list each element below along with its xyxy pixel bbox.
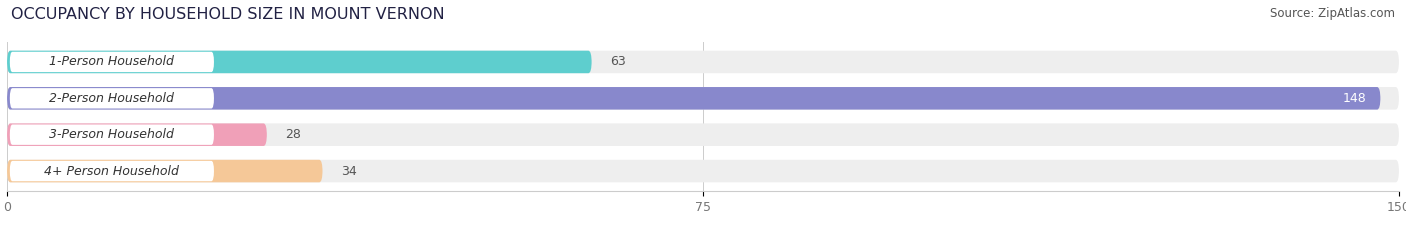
Text: Source: ZipAtlas.com: Source: ZipAtlas.com xyxy=(1270,7,1395,20)
FancyBboxPatch shape xyxy=(7,51,592,73)
Text: 3-Person Household: 3-Person Household xyxy=(49,128,174,141)
FancyBboxPatch shape xyxy=(7,87,1399,110)
Text: 63: 63 xyxy=(610,55,626,69)
FancyBboxPatch shape xyxy=(7,51,1399,73)
FancyBboxPatch shape xyxy=(10,88,214,109)
Text: 28: 28 xyxy=(285,128,301,141)
Text: OCCUPANCY BY HOUSEHOLD SIZE IN MOUNT VERNON: OCCUPANCY BY HOUSEHOLD SIZE IN MOUNT VER… xyxy=(11,7,444,22)
Text: 34: 34 xyxy=(342,164,357,178)
FancyBboxPatch shape xyxy=(7,123,1399,146)
FancyBboxPatch shape xyxy=(10,52,214,72)
FancyBboxPatch shape xyxy=(7,160,322,182)
Text: 2-Person Household: 2-Person Household xyxy=(49,92,174,105)
FancyBboxPatch shape xyxy=(7,123,267,146)
FancyBboxPatch shape xyxy=(7,160,1399,182)
FancyBboxPatch shape xyxy=(7,87,1381,110)
FancyBboxPatch shape xyxy=(10,161,214,181)
Text: 1-Person Household: 1-Person Household xyxy=(49,55,174,69)
FancyBboxPatch shape xyxy=(10,124,214,145)
Text: 148: 148 xyxy=(1343,92,1367,105)
Text: 4+ Person Household: 4+ Person Household xyxy=(45,164,180,178)
